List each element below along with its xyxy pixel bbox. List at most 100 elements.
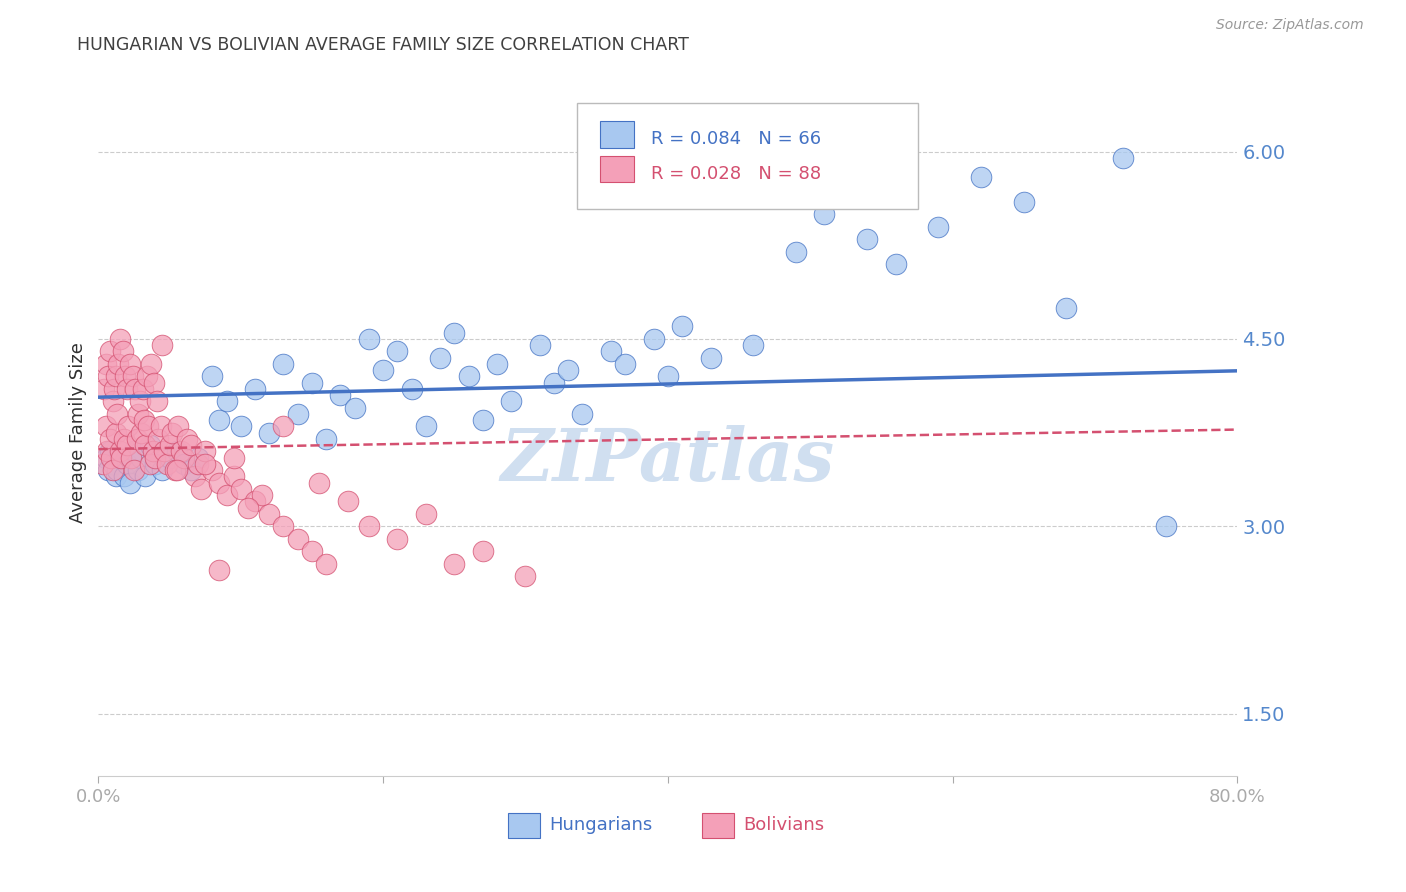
Text: Hungarians: Hungarians — [550, 816, 652, 834]
Point — [105, 407, 128, 421]
Point — [215, 394, 238, 409]
Point — [273, 357, 295, 371]
Point — [101, 394, 124, 409]
Point — [287, 407, 309, 421]
Point — [148, 432, 170, 446]
Point — [927, 219, 949, 234]
Point — [208, 563, 231, 577]
Point — [387, 344, 409, 359]
Point — [142, 376, 165, 390]
Point — [373, 363, 395, 377]
Point — [856, 232, 879, 246]
Point — [742, 338, 765, 352]
Point — [315, 557, 337, 571]
Point — [571, 407, 593, 421]
Point — [415, 419, 437, 434]
Point — [201, 369, 224, 384]
Point — [103, 382, 125, 396]
Point — [166, 444, 188, 458]
Point — [112, 469, 135, 483]
Point — [138, 457, 160, 471]
Point — [308, 475, 330, 490]
Point — [429, 351, 451, 365]
Point — [1012, 194, 1035, 209]
Point — [184, 469, 207, 483]
Point — [259, 425, 281, 440]
Point — [117, 419, 139, 434]
Point — [357, 519, 380, 533]
Point — [112, 432, 135, 446]
Text: R = 0.084   N = 66: R = 0.084 N = 66 — [651, 130, 821, 148]
Point — [357, 332, 380, 346]
Point — [122, 444, 145, 458]
Point — [145, 457, 167, 471]
Point — [100, 450, 122, 465]
Point — [97, 463, 120, 477]
Point — [336, 494, 359, 508]
Point — [813, 207, 835, 221]
Point — [194, 457, 217, 471]
Point — [111, 344, 134, 359]
Point — [156, 457, 179, 471]
Point — [138, 438, 160, 452]
Point — [515, 569, 537, 583]
Point — [187, 457, 209, 471]
Point — [93, 382, 115, 396]
Point — [152, 463, 174, 477]
Point — [215, 488, 238, 502]
Point — [94, 419, 117, 434]
Point — [122, 463, 145, 477]
Point — [101, 457, 124, 471]
Point — [167, 419, 190, 434]
Point — [671, 319, 693, 334]
Point — [159, 450, 181, 465]
Point — [222, 450, 245, 465]
Point — [657, 369, 679, 384]
Y-axis label: Average Family Size: Average Family Size — [69, 343, 87, 523]
Point — [150, 419, 173, 434]
Point — [190, 482, 212, 496]
Point — [415, 507, 437, 521]
Point — [443, 557, 465, 571]
Point — [132, 413, 155, 427]
Point — [273, 419, 295, 434]
Point — [114, 369, 136, 384]
Point — [146, 394, 169, 409]
Point — [229, 482, 252, 496]
Point — [170, 444, 193, 458]
Point — [166, 463, 188, 477]
Point — [443, 326, 465, 340]
Point — [1056, 301, 1078, 315]
Point — [176, 432, 198, 446]
Point — [970, 169, 993, 184]
Point — [243, 494, 266, 508]
Point — [94, 450, 117, 465]
Point — [131, 382, 153, 396]
Bar — [702, 814, 734, 838]
Point — [125, 432, 148, 446]
Text: R = 0.028   N = 88: R = 0.028 N = 88 — [651, 165, 821, 183]
Point — [165, 463, 187, 477]
Text: HUNGARIAN VS BOLIVIAN AVERAGE FAMILY SIZE CORRELATION CHART: HUNGARIAN VS BOLIVIAN AVERAGE FAMILY SIZ… — [77, 36, 689, 54]
Point — [529, 338, 551, 352]
Point — [118, 475, 141, 490]
Point — [110, 450, 132, 465]
Point — [543, 376, 565, 390]
Point — [884, 257, 907, 271]
Point — [108, 444, 131, 458]
Point — [173, 457, 195, 471]
Text: ZIPatlas: ZIPatlas — [501, 425, 835, 496]
Point — [243, 382, 266, 396]
Point — [236, 500, 259, 515]
Point — [287, 532, 309, 546]
Point — [108, 450, 131, 465]
Text: Source: ZipAtlas.com: Source: ZipAtlas.com — [1216, 18, 1364, 32]
Point — [145, 450, 167, 465]
Point — [115, 438, 138, 452]
Point — [159, 438, 181, 452]
Point — [153, 444, 176, 458]
Point — [104, 469, 127, 483]
Point — [124, 382, 146, 396]
Point — [1112, 151, 1135, 165]
Point — [94, 357, 117, 371]
